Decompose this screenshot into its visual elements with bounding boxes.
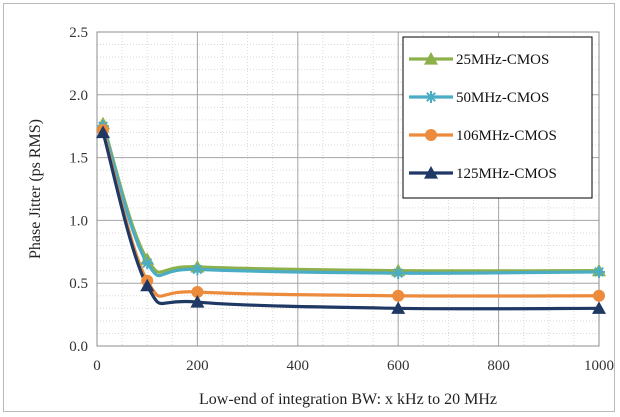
series-lines [101,123,600,311]
series-line-50MHz-CMOS [101,125,600,278]
x-tick-label: 1000 [584,358,614,374]
legend: 25MHz-CMOS 50MHz-CMOS 106MHz-CMOS 125MHz-CM… [402,36,593,199]
y-tick-label: 2.0 [69,88,88,104]
legend-entry: 25MHz-CMOS [409,52,549,68]
data-point-106MHz-CMOS [191,285,204,298]
plot-area-border [96,31,600,347]
legend-entry: 106MHz-CMOS [409,128,557,144]
data-point-50MHz-CMOS [191,263,204,276]
legend-entries: 25MHz-CMOS 50MHz-CMOS 106MHz-CMOS 125MHz-CM… [409,52,557,182]
legend-entry: 125MHz-CMOS [409,166,557,182]
y-tick-label: 0.0 [69,339,88,355]
data-point-125MHz-CMOS [96,125,111,139]
x-tick-label: 800 [487,358,510,374]
series-markers [96,116,606,314]
y-tick-label: 1.0 [69,213,88,229]
legend-label: 125MHz-CMOS [456,166,557,182]
y-tick-label: 2.5 [69,25,88,41]
legend-label: 25MHz-CMOS [456,52,549,68]
data-point-125MHz-CMOS [592,301,606,314]
data-point-50MHz-CMOS [392,267,405,280]
data-point-125MHz-CMOS [140,278,155,292]
y-axis-tick-labels: 0.0 0.5 1.0 1.5 2.0 2.5 [69,25,88,355]
x-tick-label: 600 [387,358,410,374]
y-tick-label: 1.5 [69,151,88,167]
data-point-50MHz-CMOS [593,265,605,278]
legend-swatch-marker [425,91,437,103]
data-point-106MHz-CMOS [593,289,605,302]
data-point-125MHz-CMOS [391,301,406,314]
series-line-125MHz-CMOS [101,132,600,311]
legend-entry: 50MHz-CMOS [409,90,549,106]
legend-swatch-marker [425,129,437,141]
y-tick-label: 0.5 [69,276,88,292]
legend-label: 50MHz-CMOS [456,90,549,106]
data-point-125MHz-CMOS [190,295,205,308]
legend-swatch-marker [424,166,438,179]
legend-label: 106MHz-CMOS [456,128,557,144]
legend-swatch-marker [424,52,438,65]
data-point-50MHz-CMOS [141,257,154,270]
x-tick-label: 0 [93,358,101,374]
x-tick-label: 400 [287,358,310,374]
data-point-106MHz-CMOS [392,289,405,302]
y-axis-label: Phase Jitter (ps RMS) [27,119,44,259]
x-axis-label: Low-end of integration BW: x kHz to 20 M… [199,391,497,408]
x-axis-tick-labels: 0 200 400 600 800 1000 [93,358,614,374]
x-tick-label: 200 [186,358,209,374]
